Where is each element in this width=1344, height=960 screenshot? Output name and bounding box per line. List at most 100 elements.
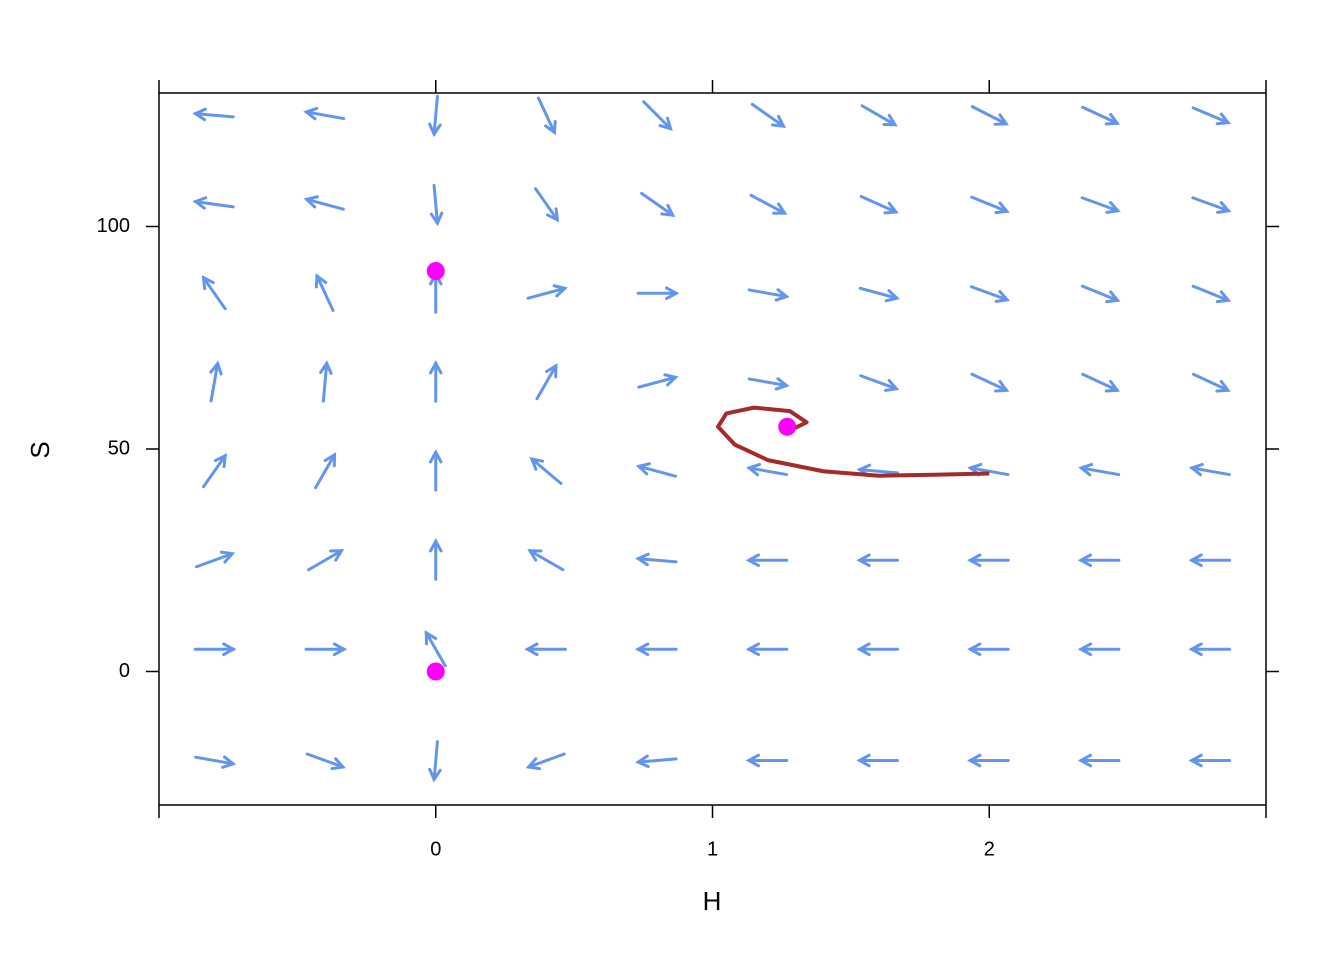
field-arrow (534, 187, 560, 223)
field-arrow (194, 755, 237, 769)
field-arrow (526, 284, 568, 300)
arrow-shaft (749, 193, 787, 215)
equilibrium-point (426, 662, 445, 681)
arrow-shaft (528, 549, 565, 572)
arrow-shaft (193, 112, 235, 119)
field-arrow (428, 538, 443, 581)
arrow-head (201, 275, 215, 291)
field-arrow (967, 753, 1010, 768)
arrow-head (1105, 290, 1121, 304)
field-arrow (428, 740, 442, 783)
arrow-shaft (1191, 106, 1230, 125)
arrow-head (882, 113, 898, 127)
arrow-shaft (526, 286, 567, 300)
field-arrow (859, 195, 899, 215)
field-arrow (1080, 284, 1121, 304)
arrow-shaft (432, 183, 439, 225)
arrow-head (424, 630, 438, 646)
arrow-head (1104, 112, 1121, 126)
field-arrow (1078, 462, 1121, 477)
field-arrow (193, 642, 237, 657)
arrow-shaft (194, 755, 235, 766)
arrow-shaft (201, 276, 227, 311)
arrow-head (329, 549, 345, 562)
field-arrow (1081, 105, 1121, 126)
arrow-shaft (530, 457, 563, 485)
arrow-head (884, 378, 900, 392)
arrow-head (658, 116, 673, 131)
arrow-head (303, 106, 319, 121)
arrow-head (745, 642, 761, 657)
y-tick-label: 100 (97, 215, 130, 237)
arrow-shaft (1190, 466, 1231, 477)
y-tick-label: 50 (108, 437, 130, 459)
arrow-head (192, 107, 207, 122)
field-arrow (1080, 196, 1121, 214)
field-arrow (1188, 753, 1232, 768)
arrow-head (745, 753, 761, 768)
field-arrow (635, 642, 678, 657)
arrow-head (524, 642, 539, 657)
arrow-head (527, 549, 543, 562)
field-arrow (428, 449, 443, 492)
arrow-head (219, 550, 236, 564)
arrow-shaft (209, 362, 220, 403)
arrow-shaft (201, 454, 227, 489)
arrow-head (635, 462, 651, 476)
arrow-shaft (432, 740, 439, 781)
field-arrow (192, 107, 235, 122)
arrow-shaft (1081, 372, 1119, 392)
arrow-head (1188, 462, 1204, 477)
field-arrow (859, 374, 900, 392)
field-arrow (424, 630, 447, 668)
arrow-shaft (636, 557, 678, 564)
arrow-shaft (194, 552, 234, 569)
arrow-head (323, 452, 337, 468)
arrow-shaft (859, 374, 898, 391)
arrow-head (664, 286, 680, 301)
arrow-head (770, 114, 786, 128)
field-arrow (307, 549, 345, 572)
arrow-shaft (858, 468, 899, 475)
field-arrow (858, 286, 900, 303)
field-arrow (1081, 372, 1121, 393)
field-arrow (1077, 642, 1121, 657)
arrow-head (856, 642, 871, 657)
arrow-shaft (1191, 372, 1230, 392)
field-arrow (1191, 284, 1232, 304)
arrow-head (883, 201, 899, 215)
arrow-shaft (970, 372, 1008, 392)
equilibrium-point (426, 262, 445, 280)
arrow-shaft (534, 187, 559, 222)
arrow-head (1188, 753, 1203, 768)
arrow-shaft (636, 757, 678, 764)
arrow-head (303, 195, 319, 209)
arrow-head (994, 201, 1010, 215)
field-arrow (535, 363, 558, 401)
arrow-shaft (750, 102, 785, 128)
field-arrow (1191, 196, 1232, 214)
arrow-shaft (860, 104, 897, 127)
arrow-shaft (1079, 466, 1121, 477)
arrow-shaft (858, 286, 899, 300)
field-arrow (967, 553, 1010, 568)
arrow-shaft (970, 105, 1008, 126)
arrow-head (746, 462, 762, 477)
field-arrow (749, 193, 788, 215)
arrow-shaft (424, 631, 447, 668)
field-arrow (750, 102, 786, 128)
field-arrow (527, 549, 565, 572)
arrow-head (429, 211, 444, 227)
field-arrow (314, 273, 335, 312)
arrow-head (525, 757, 541, 771)
arrow-shaft (969, 466, 1010, 477)
field-arrow (635, 552, 678, 567)
arrow-shaft (1081, 105, 1119, 125)
arrow-shaft (1080, 196, 1120, 213)
field-arrow (524, 642, 567, 657)
field-arrow (637, 373, 679, 389)
y-axis-label: S (25, 441, 55, 458)
arrow-head (663, 373, 679, 387)
field-arrow (970, 372, 1010, 393)
arrow-shaft (637, 464, 678, 478)
